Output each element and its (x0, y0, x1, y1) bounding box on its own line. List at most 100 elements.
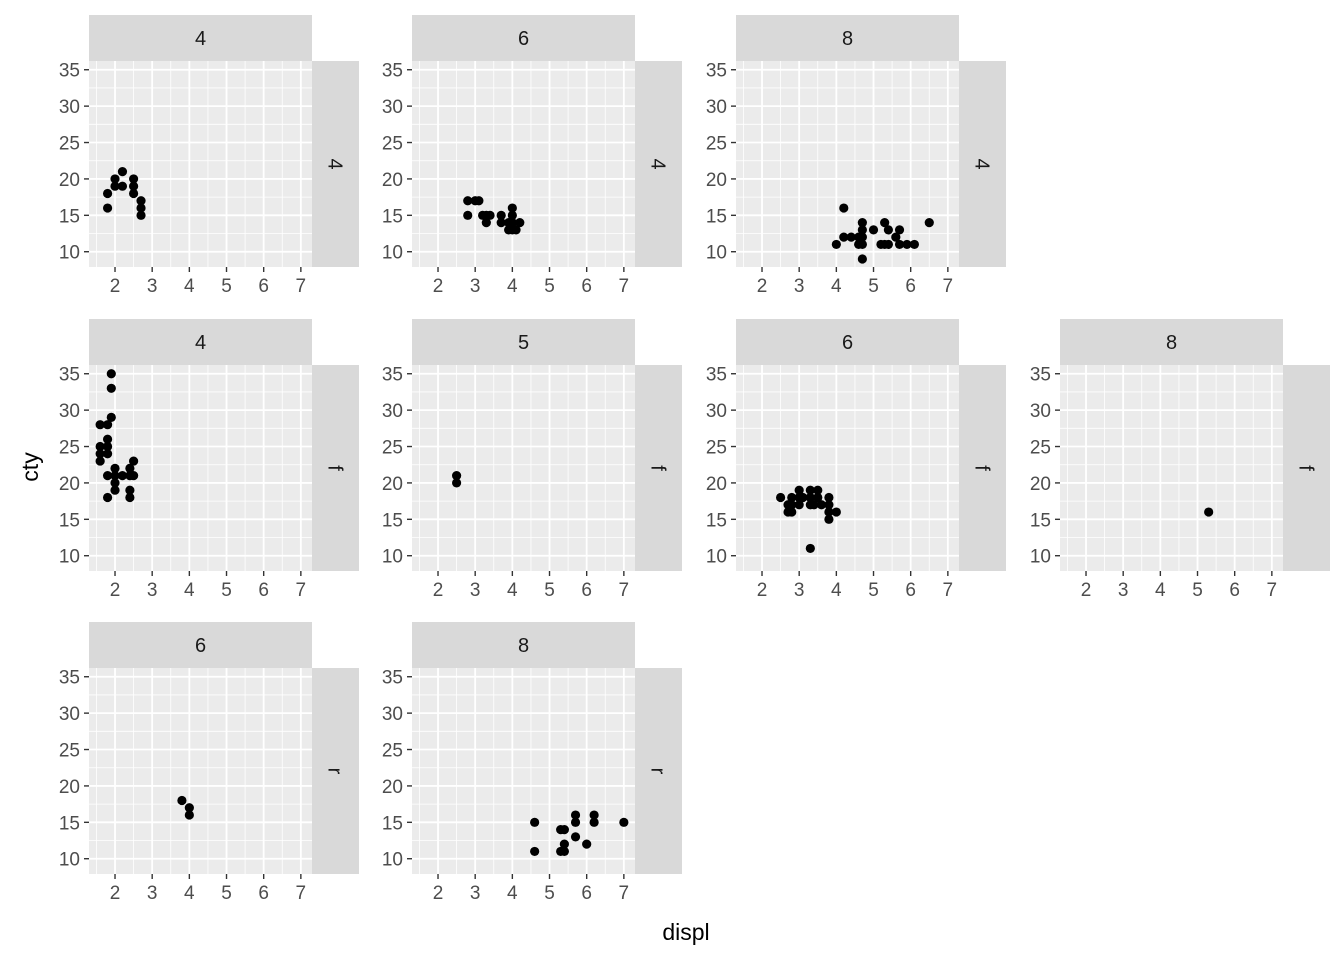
y-tick-label: 25 (382, 134, 403, 155)
x-tick-label: 4 (1155, 580, 1166, 601)
facet-panel: 8 r 2 3 4 5 6 7 10 15 20 25 30 35 (382, 622, 682, 904)
x-tick-label: 5 (544, 580, 555, 601)
facet-top-label: 6 (518, 28, 529, 50)
x-tick-label: 5 (221, 580, 232, 601)
data-point (106, 383, 116, 393)
data-point (102, 203, 113, 213)
data-point (883, 225, 893, 235)
facet-top-strip (412, 319, 635, 365)
facet-top-strip (89, 319, 312, 365)
x-tick-label: 5 (868, 276, 879, 297)
data-point (824, 492, 834, 503)
x-tick-label: 5 (544, 883, 555, 904)
data-point (102, 420, 113, 430)
facet-top-strip (1060, 319, 1283, 365)
data-point (589, 810, 599, 820)
x-tick-label: 6 (581, 276, 592, 297)
x-tick-label: 5 (1192, 580, 1203, 601)
data-point (511, 225, 521, 235)
data-point (909, 239, 920, 250)
facet-side-strip (635, 61, 682, 267)
facet-panel: 5 f 2 3 4 5 6 7 10 15 20 25 30 35 (382, 319, 682, 601)
data-point (95, 420, 105, 430)
x-tick-label: 3 (1118, 580, 1129, 601)
panel-background (89, 365, 312, 571)
data-point (136, 196, 146, 206)
y-tick-label: 15 (382, 206, 403, 227)
y-tick-label: 30 (1030, 401, 1051, 422)
x-tick-label: 6 (581, 883, 592, 904)
x-tick-label: 5 (221, 276, 232, 297)
facet-panel: 4 4 2 3 4 5 6 7 10 15 20 25 30 35 (59, 15, 359, 297)
facet-side-label: f (1295, 465, 1317, 471)
data-point (824, 507, 834, 517)
data-point (452, 478, 462, 488)
data-point (868, 225, 879, 235)
facet-side-label: 4 (324, 158, 346, 169)
data-point (95, 456, 105, 466)
x-tick-label: 6 (905, 276, 916, 297)
data-point (129, 174, 139, 184)
y-axis-title: cty (17, 452, 43, 482)
x-tick-label: 3 (470, 883, 481, 904)
panel-background (1060, 365, 1283, 571)
facet-side-label: 4 (971, 158, 993, 169)
y-tick-label: 20 (382, 474, 403, 495)
data-point (102, 434, 113, 444)
x-tick-label: 2 (110, 276, 121, 297)
facet-panel: 4 f 2 3 4 5 6 7 10 15 20 25 30 35 (59, 319, 359, 601)
data-point (110, 471, 120, 481)
y-tick-label: 10 (59, 243, 80, 264)
data-point (136, 210, 146, 220)
y-tick-label: 25 (382, 741, 403, 762)
data-point (809, 500, 819, 510)
x-tick-label: 5 (544, 276, 555, 297)
data-point (857, 239, 867, 250)
facet-top-label: 8 (1166, 332, 1177, 354)
data-point (481, 217, 491, 228)
data-point (485, 210, 495, 220)
x-tick-label: 7 (296, 276, 307, 297)
facet-top-label: 5 (518, 332, 529, 354)
y-tick-label: 10 (1030, 547, 1051, 568)
x-tick-label: 2 (110, 580, 121, 601)
data-point (816, 500, 827, 510)
data-point (894, 225, 905, 235)
data-point (95, 441, 105, 452)
data-point (129, 471, 139, 481)
y-tick-label: 15 (59, 510, 80, 531)
x-tick-label: 7 (619, 883, 630, 904)
facet-panel: 6 r 2 3 4 5 6 7 10 15 20 25 30 35 (59, 622, 359, 904)
x-tick-label: 7 (619, 580, 630, 601)
data-point (857, 217, 867, 228)
data-point (507, 203, 517, 213)
data-point (787, 492, 797, 503)
data-point (110, 485, 120, 495)
facet-top-strip (412, 622, 635, 668)
y-tick-label: 10 (706, 547, 727, 568)
data-point (883, 239, 893, 250)
data-point (794, 485, 804, 495)
x-tick-label: 3 (147, 276, 158, 297)
y-tick-label: 35 (382, 61, 403, 82)
facet-panel: 8 f 2 3 4 5 6 7 10 15 20 25 30 35 (1030, 319, 1330, 601)
x-tick-label: 2 (110, 883, 121, 904)
data-point (496, 210, 506, 220)
data-point (570, 832, 581, 842)
data-point (530, 846, 540, 857)
data-point (787, 507, 797, 517)
data-point (839, 232, 849, 242)
data-point (110, 181, 120, 191)
facet-panel: 6 4 2 3 4 5 6 7 10 15 20 25 30 35 (382, 15, 682, 297)
y-tick-label: 20 (382, 170, 403, 191)
y-tick-label: 20 (382, 777, 403, 798)
y-tick-label: 35 (706, 365, 727, 386)
y-tick-label: 35 (382, 365, 403, 386)
data-point (117, 181, 128, 191)
data-point (857, 254, 867, 264)
y-tick-label: 25 (1030, 438, 1051, 459)
x-tick-label: 6 (581, 580, 592, 601)
y-tick-label: 25 (382, 438, 403, 459)
y-tick-label: 30 (59, 401, 80, 422)
